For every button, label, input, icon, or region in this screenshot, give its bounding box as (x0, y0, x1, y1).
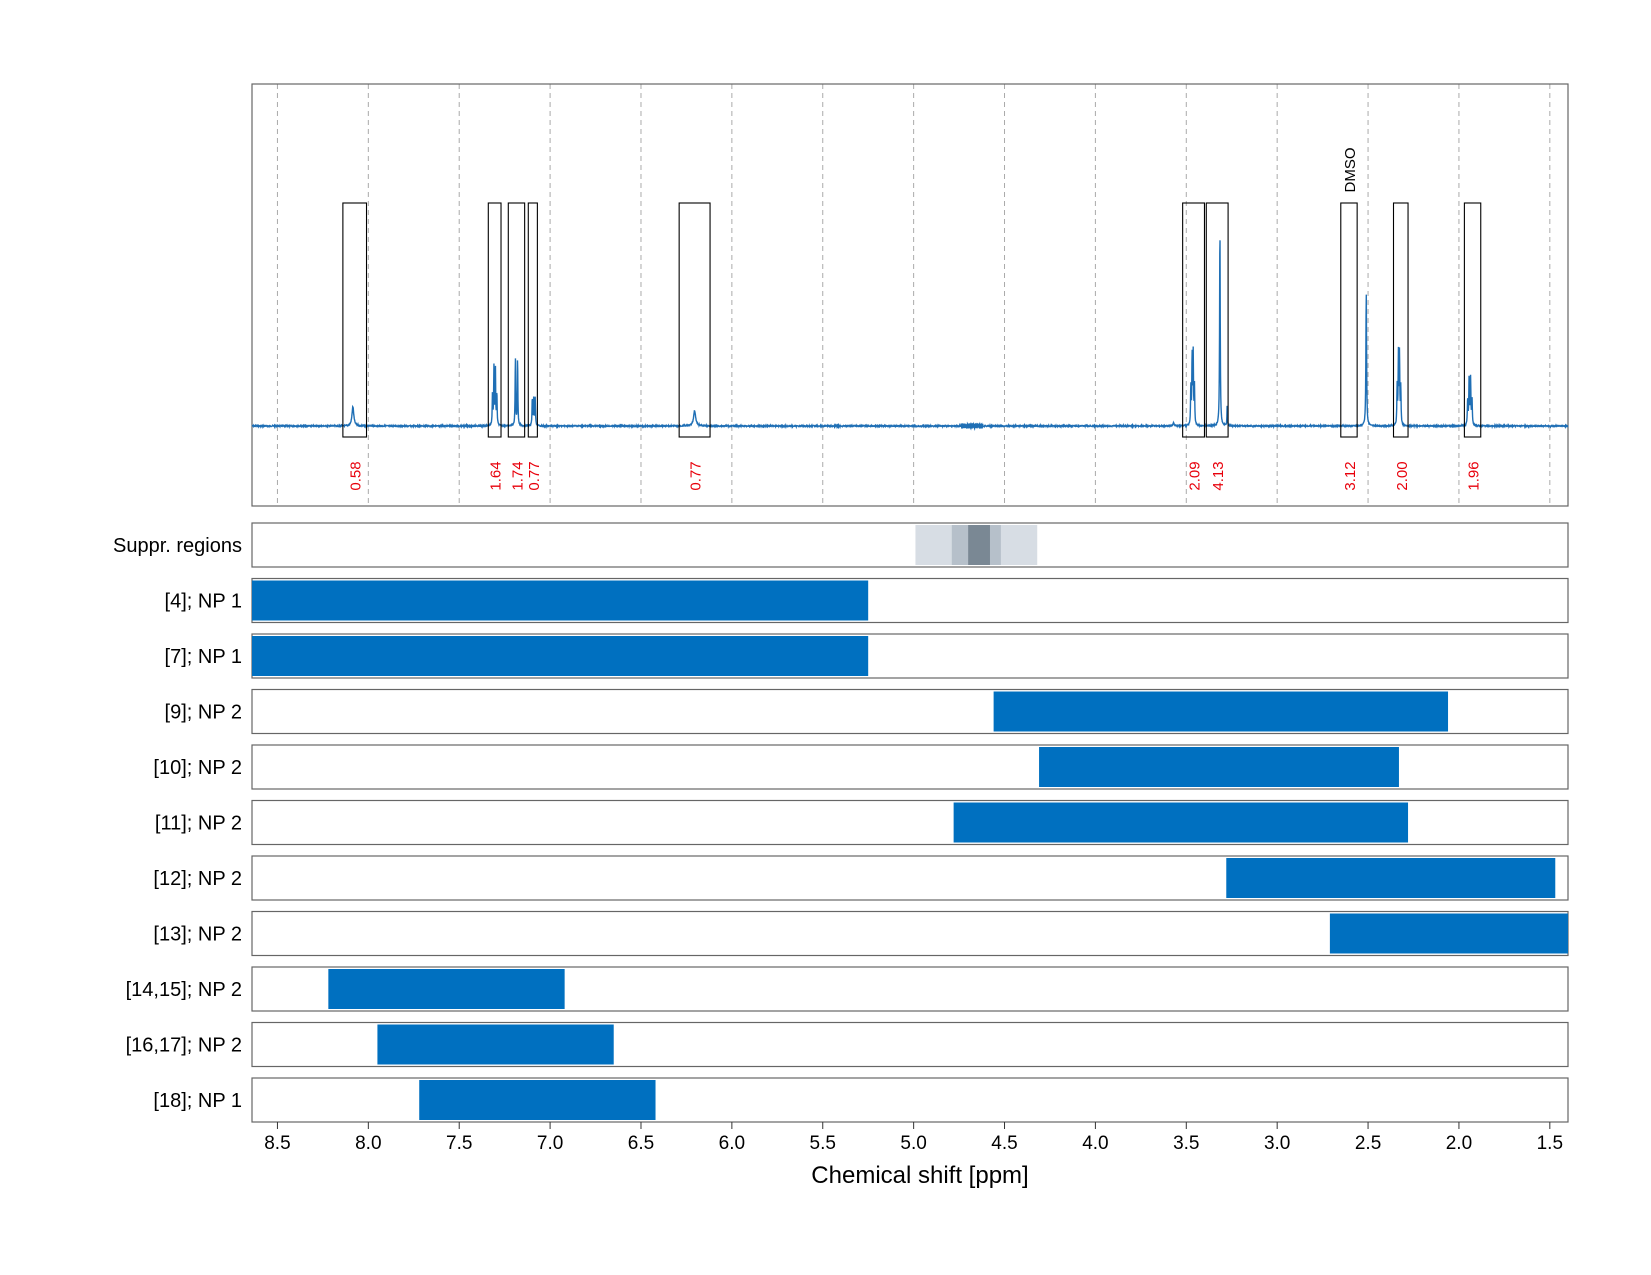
x-tick-label: 4.0 (1082, 1133, 1108, 1154)
integral-value-label: 3.12 (1342, 461, 1359, 490)
row-label: [10]; NP 2 (153, 757, 242, 779)
row-label: [18]; NP 1 (153, 1090, 242, 1112)
region-row: [12]; NP 2 (153, 855, 1569, 901)
region-bar (419, 1080, 656, 1120)
integral-region-box (342, 202, 368, 438)
region-bar (252, 636, 869, 676)
integral-region-box (1392, 202, 1409, 438)
integral-value-label: 1.64 (488, 461, 505, 490)
x-tick-label: 3.0 (1264, 1133, 1290, 1154)
integral-value-label: 1.74 (509, 461, 526, 490)
region-bar (252, 580, 869, 621)
row-label: [4]; NP 1 (165, 591, 242, 613)
region-row: [18]; NP 1 (153, 1077, 1569, 1123)
x-tick-label: 5.5 (810, 1133, 836, 1154)
row-label: Suppr. regions (113, 535, 242, 557)
integral-region-box (678, 202, 711, 438)
region-bar (993, 691, 1449, 732)
x-tick-label: 8.0 (355, 1133, 381, 1154)
x-tick-label: 4.5 (991, 1133, 1017, 1154)
region-row: Suppr. regions (113, 522, 1569, 568)
x-tick-label: 2.0 (1446, 1133, 1472, 1154)
integral-region-box (1182, 202, 1206, 438)
row-label: [14,15]; NP 2 (126, 979, 242, 1001)
region-bar (953, 802, 1409, 843)
x-tick-label: 7.5 (446, 1133, 472, 1154)
integral-region-box (487, 202, 502, 438)
suppressed-region-block (968, 525, 990, 565)
region-rows-panel: Suppr. regions [4]; NP 1 [7]; NP 1 [9]; NP … (113, 522, 1569, 1123)
region-row: [7]; NP 1 (165, 633, 1569, 679)
x-tick-label: 1.5 (1537, 1133, 1563, 1154)
integral-value-label: 0.77 (688, 461, 705, 490)
region-row: [14,15]; NP 2 (126, 966, 1569, 1012)
x-tick-label: 7.0 (537, 1133, 563, 1154)
x-tick-label: 8.5 (264, 1133, 290, 1154)
row-label: [7]; NP 1 (165, 646, 242, 668)
region-row: [10]; NP 2 (153, 744, 1569, 790)
integral-region-box (507, 202, 526, 438)
row-label: [11]; NP 2 (155, 813, 242, 835)
row-label: [9]; NP 2 (165, 702, 242, 724)
region-row: [11]; NP 2 (155, 799, 1569, 846)
integral-region-box (1463, 202, 1482, 438)
region-bar (1039, 747, 1399, 787)
region-bar (1329, 913, 1568, 954)
x-tick-label: 3.5 (1173, 1133, 1199, 1154)
integral-value-label: 1.96 (1466, 461, 1483, 490)
region-row: [13]; NP 2 (153, 910, 1569, 957)
region-row: [16,17]; NP 2 (126, 1021, 1569, 1068)
peak-annotation-label: DMSO (1342, 148, 1359, 193)
x-tick-label: 5.0 (900, 1133, 926, 1154)
row-label: [16,17]; NP 2 (126, 1035, 242, 1057)
integral-region-box (527, 202, 538, 438)
region-row: [9]; NP 2 (165, 688, 1569, 735)
row-label: [12]; NP 2 (153, 868, 242, 890)
integral-value-label: 2.00 (1394, 461, 1411, 490)
x-axis: 8.5 8.0 7.5 7.0 6.5 6.0 5.5 5.0 4.5 4.0 3.5 3.0 2.5 2… (264, 1122, 1563, 1154)
integral-region-box (1205, 202, 1229, 438)
row-frame (251, 522, 1569, 568)
integral-value-label: 4.13 (1210, 461, 1227, 490)
region-bar (1226, 858, 1556, 898)
x-tick-label: 6.5 (628, 1133, 654, 1154)
integral-value-label: 2.09 (1187, 461, 1204, 490)
spectrum-trace (251, 240, 1569, 431)
spectrum-panel: 0.58 1.64 1.74 0.77 0.77 2.09 4.13 3.12DMSO2.00… (251, 83, 1569, 507)
region-bar (328, 969, 565, 1009)
integral-value-label: 0.58 (348, 461, 365, 490)
spectrum-frame (251, 83, 1569, 507)
region-row: [4]; NP 1 (165, 577, 1569, 624)
integral-value-label: 0.77 (526, 461, 543, 490)
x-axis-label: Chemical shift [ppm] (811, 1162, 1028, 1189)
row-label: [13]; NP 2 (153, 924, 242, 946)
x-tick-label: 2.5 (1355, 1133, 1381, 1154)
integral-region-box (1340, 202, 1358, 438)
region-bar (377, 1024, 614, 1065)
x-tick-label: 6.0 (719, 1133, 745, 1154)
